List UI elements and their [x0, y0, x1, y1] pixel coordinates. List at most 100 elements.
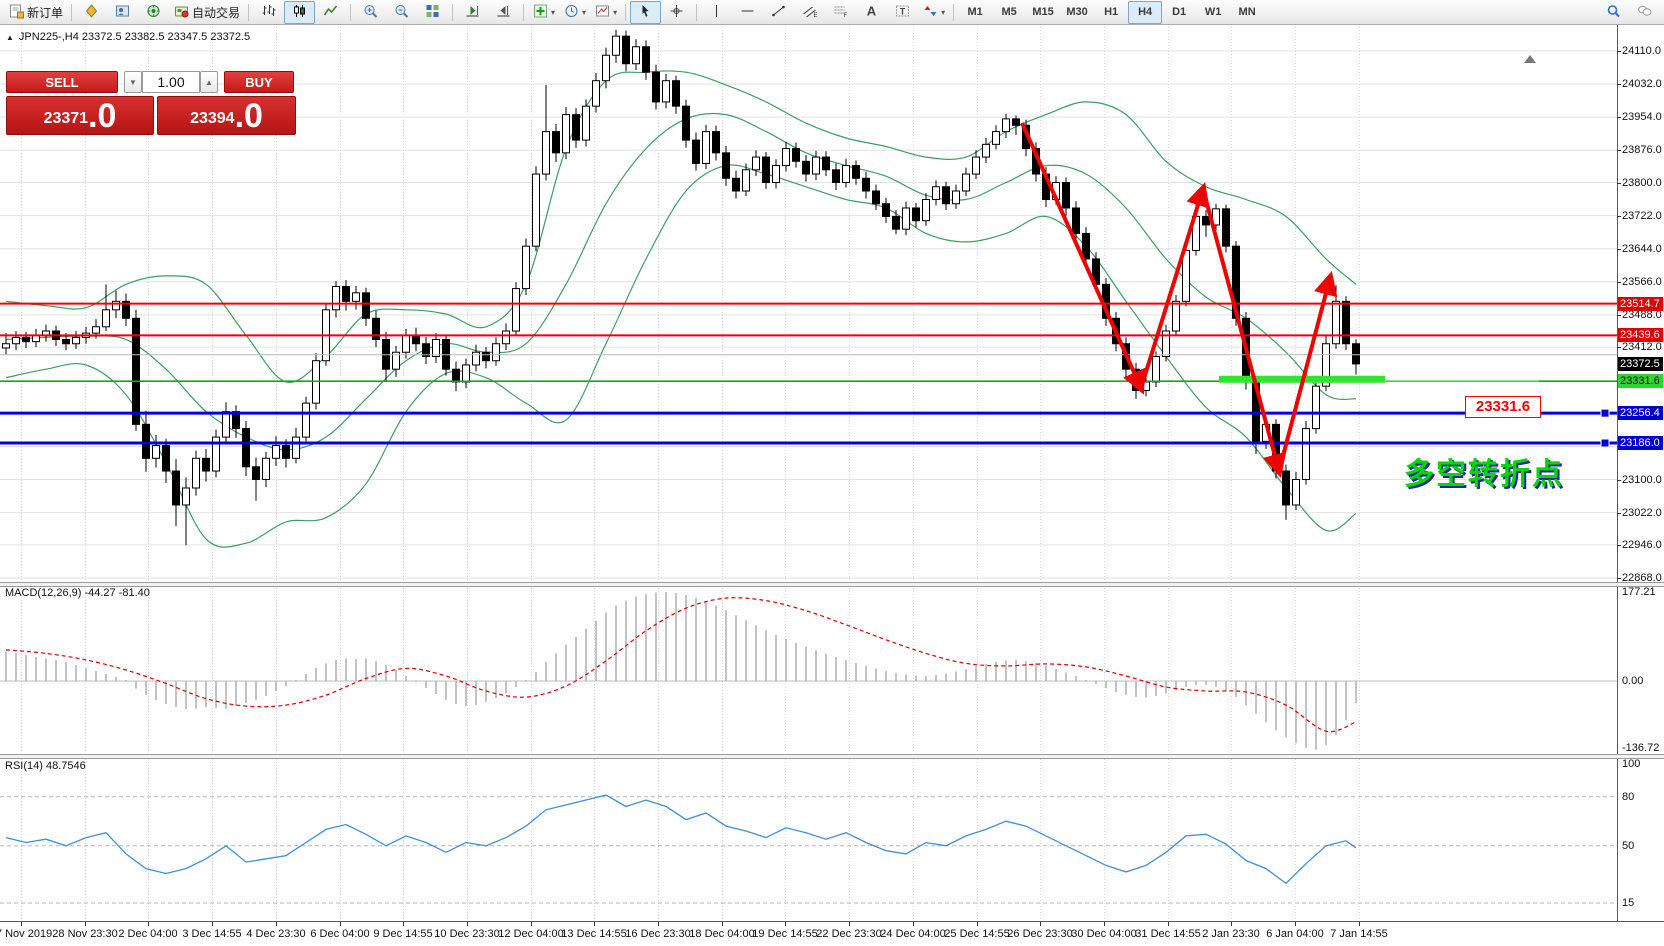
cursor-button[interactable] [630, 0, 662, 24]
x-tick [1295, 922, 1296, 926]
autotrade-button[interactable]: 自动交易 [169, 1, 244, 24]
equidistant-channel-button[interactable]: E [794, 1, 825, 24]
candle-down [622, 35, 630, 65]
market-watch-button[interactable] [76, 1, 107, 24]
timeframe-h4[interactable]: H4 [1128, 0, 1163, 24]
indicators-button[interactable]: ▾ [528, 1, 559, 24]
candle-up [402, 334, 410, 353]
candle-up [102, 309, 110, 328]
rsi-axis-label: 50 [1622, 839, 1635, 852]
chat-button[interactable] [1629, 1, 1660, 24]
data-window-button[interactable] [107, 1, 138, 24]
chart-shift-button[interactable] [457, 1, 488, 24]
y-tick [1617, 281, 1621, 283]
level-price-label: 23256.4 [1618, 406, 1663, 421]
candle-down [1012, 118, 1020, 126]
auto-scroll-icon [495, 3, 512, 22]
level-price-label: 23331.6 [1618, 374, 1663, 389]
text-label-button[interactable]: T [887, 1, 918, 24]
x-tick-label: 10 Dec 23:30 [434, 928, 500, 940]
volume-down-button[interactable]: ▼ [124, 71, 142, 93]
timeframe-m1[interactable]: M1 [958, 1, 992, 24]
trend-arrow[interactable] [1020, 122, 1146, 395]
buy-price-button[interactable]: 23394 .0 [157, 96, 296, 135]
candle-down [552, 131, 560, 154]
line-anchor-handle[interactable] [1600, 408, 1610, 418]
timeframe-w1[interactable]: W1 [1196, 1, 1230, 24]
sell-button[interactable]: SELL [6, 71, 118, 93]
x-tick-label: 9 Dec 14:55 [373, 928, 433, 940]
x-tick-label: 22 Dec 23:30 [816, 928, 882, 940]
auto-scroll-button[interactable] [488, 1, 519, 24]
timeframe-mn[interactable]: MN [1230, 1, 1264, 24]
trend-arrow[interactable] [1277, 271, 1338, 472]
dropdown-caret-icon[interactable]: ▾ [551, 7, 556, 17]
dropdown-caret-icon[interactable]: ▾ [941, 7, 946, 17]
tile-windows-button[interactable] [417, 1, 448, 24]
candle-up [932, 186, 940, 200]
templates-icon [594, 3, 611, 22]
candle-up [1182, 249, 1190, 302]
candlestick-button[interactable] [284, 0, 316, 24]
candle-up [922, 198, 930, 222]
rsi-axis-label: 15 [1622, 897, 1635, 909]
x-tick-label: 2 Dec 04:00 [118, 928, 178, 940]
timeframe-m30[interactable]: M30 [1060, 1, 1094, 24]
text-button[interactable]: A [856, 1, 887, 24]
candle-down [1342, 300, 1350, 345]
price-callout[interactable]: 23331.6 [1465, 396, 1541, 418]
trend-arrow[interactable] [1201, 188, 1287, 478]
candle-up [842, 165, 850, 184]
macd-pane-separator[interactable] [0, 582, 1664, 587]
volume-input[interactable]: 1.00 [142, 71, 200, 93]
sell-price-button[interactable]: 23371 .0 [6, 96, 154, 135]
chart-plot[interactable] [0, 25, 1617, 922]
zoom-in-button[interactable] [355, 1, 386, 24]
trend-arrow[interactable] [1139, 182, 1210, 389]
button-label: H4 [1138, 6, 1153, 18]
line-anchor-handle[interactable] [1600, 438, 1610, 448]
macd-signal-line [5, 597, 1357, 733]
x-tick-label: 12 Dec 04:00 [498, 928, 564, 940]
toolbar-separator [350, 3, 352, 21]
candle-up [182, 487, 190, 506]
candle-down [62, 339, 70, 345]
timeframe-m5[interactable]: M5 [992, 1, 1026, 24]
trendline-button[interactable] [763, 1, 794, 24]
rsi-label: RSI(14) 48.7546 [5, 760, 86, 772]
templates-button[interactable]: ▾ [590, 1, 621, 24]
candle-up [812, 156, 820, 175]
zoom-out-button[interactable] [386, 1, 417, 24]
dropdown-caret-icon[interactable]: ▾ [582, 7, 587, 17]
candle-down [282, 445, 290, 459]
annotation-text: 多空转折点 [1404, 458, 1564, 491]
search-button[interactable] [1598, 1, 1629, 24]
new-order-button[interactable]: 新订单 [4, 1, 67, 24]
horizontal-line-button[interactable] [732, 1, 763, 24]
volume-up-button[interactable]: ▲ [200, 71, 218, 93]
bar-chart-button[interactable] [253, 1, 284, 24]
timeframe-m15[interactable]: M15 [1026, 1, 1060, 24]
navigator-button[interactable] [138, 1, 169, 24]
fibonacci-icon: F [832, 3, 849, 22]
candle-down [482, 351, 490, 362]
rsi-pane-separator[interactable] [0, 754, 1664, 759]
collapse-panel-icon[interactable]: ▲ [6, 32, 14, 42]
line-chart-button[interactable] [315, 1, 346, 24]
candle-down [822, 156, 830, 171]
candle-up [72, 336, 80, 345]
chart-shift-marker[interactable] [1524, 55, 1536, 63]
dropdown-caret-icon[interactable]: ▾ [613, 7, 618, 17]
candle-down [202, 457, 210, 472]
periods-button[interactable]: ▾ [559, 1, 590, 24]
candle-up [962, 173, 970, 192]
crosshair-button[interactable] [661, 1, 692, 24]
vertical-line-button[interactable] [701, 1, 732, 24]
timeframe-d1[interactable]: D1 [1162, 1, 1196, 24]
fibonacci-button[interactable]: F [825, 1, 856, 24]
cursor-icon [637, 3, 654, 22]
timeframe-h1[interactable]: H1 [1094, 1, 1128, 24]
arrows-button[interactable]: ▾ [918, 1, 949, 24]
buy-button[interactable]: BUY [224, 71, 294, 93]
